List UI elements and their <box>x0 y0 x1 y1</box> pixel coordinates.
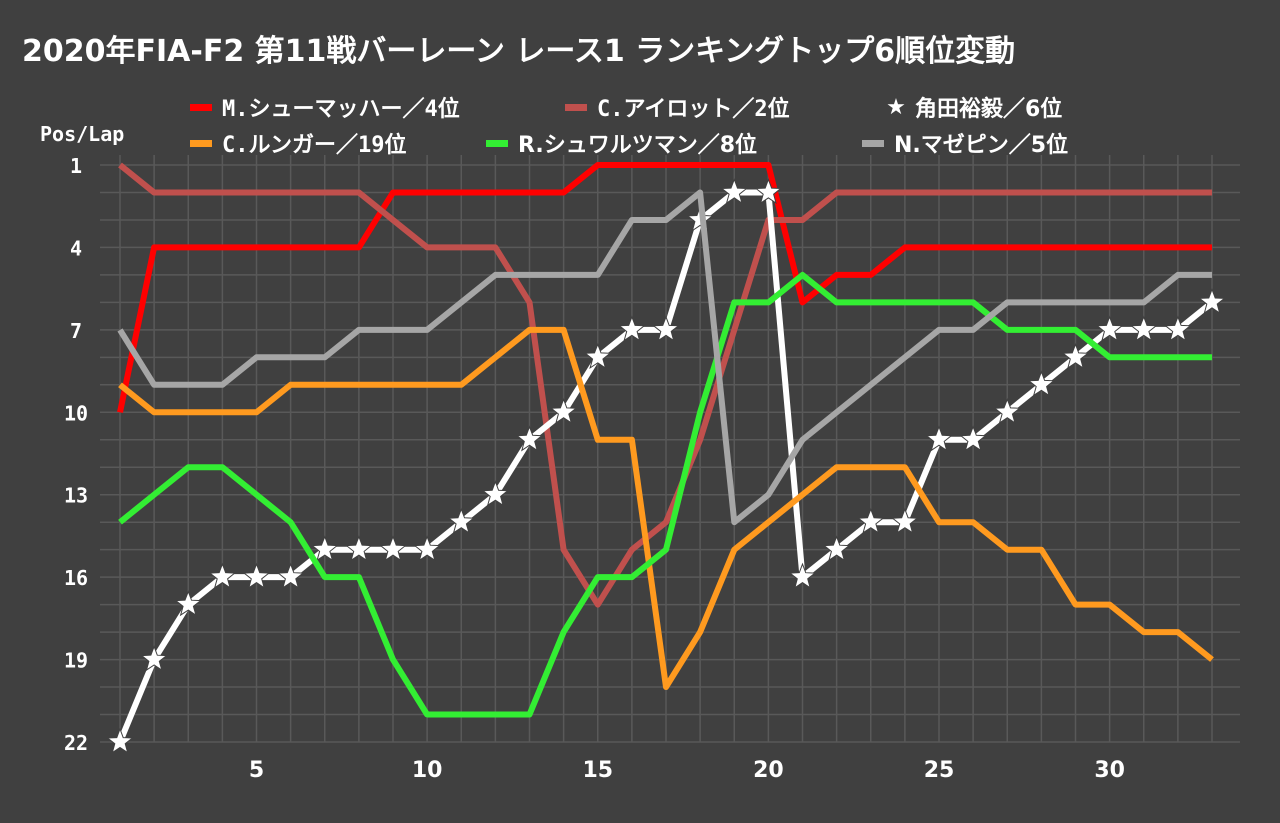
x-tick-label: 10 <box>412 758 443 783</box>
legend-swatch-0 <box>190 103 212 111</box>
series-point-2 <box>413 535 441 562</box>
legend-item-4: R.シュワルツマン／8位 <box>486 127 757 159</box>
y-axis-label: Pos/Lap <box>40 122 125 146</box>
series-point-2 <box>1027 370 1056 397</box>
series-point-2 <box>754 178 783 205</box>
series-point-2 <box>1130 315 1158 342</box>
series-point-2 <box>959 425 987 452</box>
y-tick-label: 22 <box>64 731 88 755</box>
x-tick-label: 25 <box>924 758 955 783</box>
legend-swatch-5 <box>862 139 884 147</box>
series-point-2 <box>242 562 271 589</box>
series-point-2 <box>584 342 612 370</box>
x-tick-label: 30 <box>1094 758 1125 783</box>
series-point-2 <box>379 535 407 562</box>
series-point-2 <box>857 507 885 534</box>
series-point-2 <box>276 562 305 589</box>
series-point-2 <box>720 178 748 205</box>
legend-label-4: R.シュワルツマン／8位 <box>518 133 758 158</box>
series-point-2 <box>515 425 544 452</box>
series-point-2 <box>447 507 475 534</box>
series-point-2 <box>140 645 168 672</box>
y-tick-label: 1 <box>70 154 82 178</box>
legend-item-2: ★ 角田裕毅／6位 <box>885 91 1062 123</box>
y-tick-label: 13 <box>64 484 88 508</box>
legend-swatch-4 <box>486 139 508 147</box>
legend-label-0: M.シューマッハー／4位 <box>222 97 460 122</box>
x-tick-label: 15 <box>582 758 613 783</box>
series-point-2 <box>618 315 646 342</box>
series-point-2 <box>652 315 680 342</box>
series-point-2 <box>1061 342 1090 370</box>
y-tick-label: 16 <box>64 566 88 590</box>
series-point-2 <box>822 535 851 562</box>
series-line-4 <box>118 271 1212 718</box>
star-icon: ★ <box>886 94 906 120</box>
series-line-0 <box>117 162 1212 413</box>
legend-item-5: N.マゼピン／5位 <box>862 127 1068 159</box>
legend-swatch-1 <box>565 103 587 111</box>
y-tick-label: 10 <box>64 401 88 425</box>
series-point-2 <box>549 397 578 424</box>
series-point-2 <box>1198 287 1226 315</box>
series-point-2 <box>174 590 202 617</box>
series-line-1 <box>118 162 1212 608</box>
series-point-2 <box>1095 315 1124 342</box>
series-point-2 <box>891 507 919 534</box>
series-point-2 <box>481 480 510 507</box>
y-tick-label: 7 <box>70 319 82 343</box>
legend-label-3: C.ルンガー／19位 <box>222 133 407 158</box>
chart-title: 2020年FIA-F2 第11戦バーレーン レース1 ランキングトップ6順位変動 <box>22 34 1016 69</box>
series-point-2 <box>345 535 373 562</box>
legend-item-1: C.アイロット／2位 <box>565 91 790 123</box>
series-point-2 <box>311 535 339 562</box>
series-line-3 <box>118 326 1214 690</box>
y-tick-label: 4 <box>70 236 82 260</box>
legend-label-2: 角田裕毅／6位 <box>915 97 1063 122</box>
legend-label-5: N.マゼピン／5位 <box>894 133 1069 158</box>
series-point-2 <box>788 562 817 589</box>
legend-label-1: C.アイロット／2位 <box>597 97 790 122</box>
series-point-2 <box>106 727 134 754</box>
y-tick-label: 19 <box>64 649 88 673</box>
legend-item-3: C.ルンガー／19位 <box>190 127 407 159</box>
series-point-2 <box>993 397 1021 424</box>
series-point-2 <box>1164 315 1192 342</box>
legend-item-0: M.シューマッハー／4位 <box>190 91 460 123</box>
x-tick-label: 20 <box>753 758 784 783</box>
legend-swatch-3 <box>190 139 212 147</box>
series-point-2 <box>208 562 237 589</box>
series-line-5 <box>117 189 1212 526</box>
series-point-2 <box>925 425 953 452</box>
x-tick-label: 5 <box>249 758 264 783</box>
